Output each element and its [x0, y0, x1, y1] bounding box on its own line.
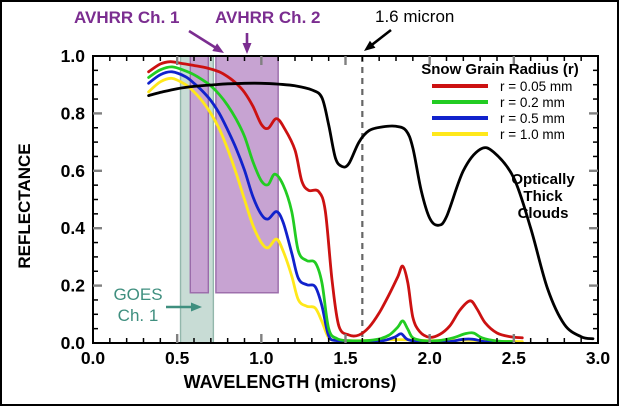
- goes-ch1-label: GOES Ch. 1: [106, 284, 170, 326]
- avhrr-ch1-arrow-head: [212, 43, 224, 53]
- tick-labels: 0.0 0.5 1.0 1.5 2.0 2.5 3.0 0.0 0.2 0.4 0.6 0.8 1.0: [61, 46, 611, 368]
- avhrr-ch1-label: AVHRR Ch. 1: [74, 8, 180, 27]
- red-line-swatch: [432, 84, 488, 88]
- legend-title: Snow Grain Radius (r): [421, 61, 579, 78]
- goes-ch1-arrow-head: [191, 302, 202, 312]
- clouds-label-line1: Optically: [511, 171, 575, 188]
- x-tick-label: 3.0: [586, 348, 611, 368]
- blue-line-swatch: [432, 116, 488, 120]
- y-axis-title: REFLECTANCE: [15, 143, 34, 269]
- y-tick-label: 0.0: [61, 333, 86, 353]
- x-tick-label: 0.0: [81, 348, 106, 368]
- x-tick-label: 1.0: [249, 348, 274, 368]
- 1-6-micron-arrow: [368, 28, 392, 48]
- legend-label-r02: r = 0.2 mm: [500, 94, 565, 110]
- legend: Snow Grain Radius (r) r = 0.05 mm r = 0.…: [414, 61, 586, 142]
- curve-green: [147, 65, 516, 343]
- y-tick-label: 0.4: [61, 218, 86, 238]
- legend-item-r02: r = 0.2 mm: [414, 94, 586, 110]
- clouds-label-line2: Thick: [523, 188, 563, 205]
- curves: [147, 60, 595, 343]
- goes-ch1-label-line1: GOES: [113, 285, 163, 304]
- legend-item-r10: r = 1.0 mm: [414, 126, 586, 142]
- y-tick-label: 0.6: [61, 161, 86, 181]
- x-tick-label: 0.5: [165, 348, 190, 368]
- green-line-swatch: [432, 100, 488, 104]
- curve-red: [147, 60, 524, 340]
- avhrr-ch1-arrow: [188, 29, 219, 51]
- y-tick-label: 0.8: [61, 103, 86, 123]
- goes-ch1-label-line2: Ch. 1: [117, 306, 159, 325]
- optically-thick-clouds-label: Optically Thick Clouds: [504, 171, 582, 222]
- 1-6-micron-label: 1.6 micron: [375, 7, 455, 26]
- annotation-arrows: [166, 28, 392, 312]
- 1-6-micron-arrow-head: [364, 40, 376, 51]
- axis-ticks: [93, 56, 598, 343]
- avhrr-ch2-arrow-head: [242, 43, 252, 54]
- yellow-line-swatch: [432, 132, 488, 136]
- x-tick-label: 1.5: [333, 348, 358, 368]
- legend-label-r05: r = 0.5 mm: [500, 110, 565, 126]
- x-tick-label: 2.5: [502, 348, 527, 368]
- legend-label-r10: r = 1.0 mm: [500, 126, 565, 142]
- legend-item-r05: r = 0.5 mm: [414, 110, 586, 126]
- avhrr-ch2-label: AVHRR Ch. 2: [215, 8, 321, 27]
- spectral-bands: [179, 55, 279, 344]
- x-tick-label: 2.0: [418, 348, 443, 368]
- legend-label-r005: r = 0.05 mm: [500, 78, 573, 94]
- y-tick-label: 1.0: [61, 46, 86, 66]
- curve-cloud: [147, 81, 595, 341]
- y-tick-label: 0.2: [61, 276, 86, 296]
- x-axis-title: WAVELENGTH (microns): [183, 372, 397, 392]
- legend-item-r005: r = 0.05 mm: [414, 78, 586, 94]
- clouds-label-line3: Clouds: [517, 205, 569, 222]
